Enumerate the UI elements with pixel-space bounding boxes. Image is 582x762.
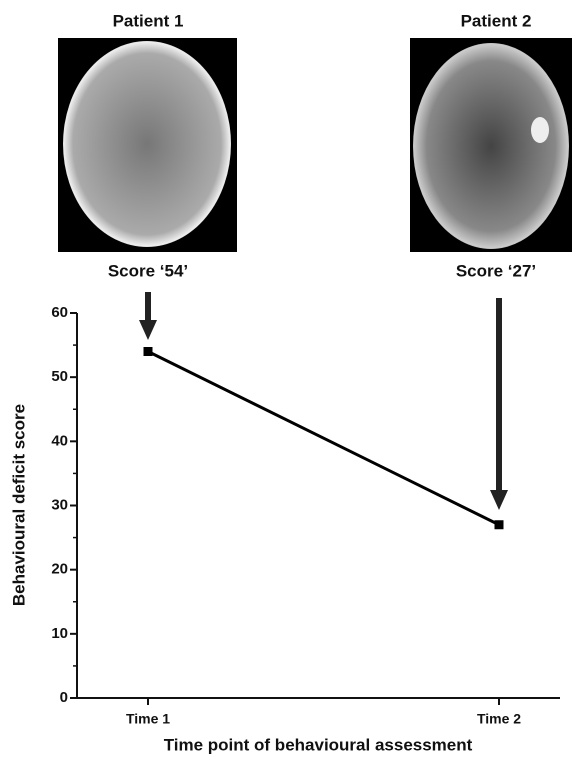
data-point: [495, 520, 504, 529]
y-axis-label: Behavioural deficit score: [9, 404, 28, 606]
chart: Patient 1 Score ‘54’ Patient 2 Score ‘27…: [0, 0, 582, 757]
scan-brain: [63, 41, 231, 247]
data-point: [144, 347, 153, 356]
y-tick-label: 0: [60, 689, 68, 706]
y-tick-label: 30: [51, 496, 68, 513]
data-line: [148, 352, 499, 525]
scan-brain: [413, 43, 569, 249]
arrow-head: [139, 320, 157, 340]
arrow-head: [490, 490, 508, 510]
y-tick-label: 50: [51, 368, 68, 385]
patient-label: Patient 1: [113, 11, 184, 30]
x-tick-label: Time 1: [126, 711, 170, 727]
y-tick-label: 20: [51, 561, 68, 578]
y-tick-label: 60: [51, 304, 68, 321]
score-label: Score ‘27’: [456, 261, 536, 280]
lesion: [531, 117, 549, 143]
score-label: Score ‘54’: [108, 261, 188, 280]
y-tick-label: 10: [51, 625, 68, 642]
x-tick-label: Time 2: [477, 711, 521, 727]
x-axis-label: Time point of behavioural assessment: [164, 735, 473, 754]
patient-label: Patient 2: [461, 11, 532, 30]
y-tick-label: 40: [51, 432, 68, 449]
